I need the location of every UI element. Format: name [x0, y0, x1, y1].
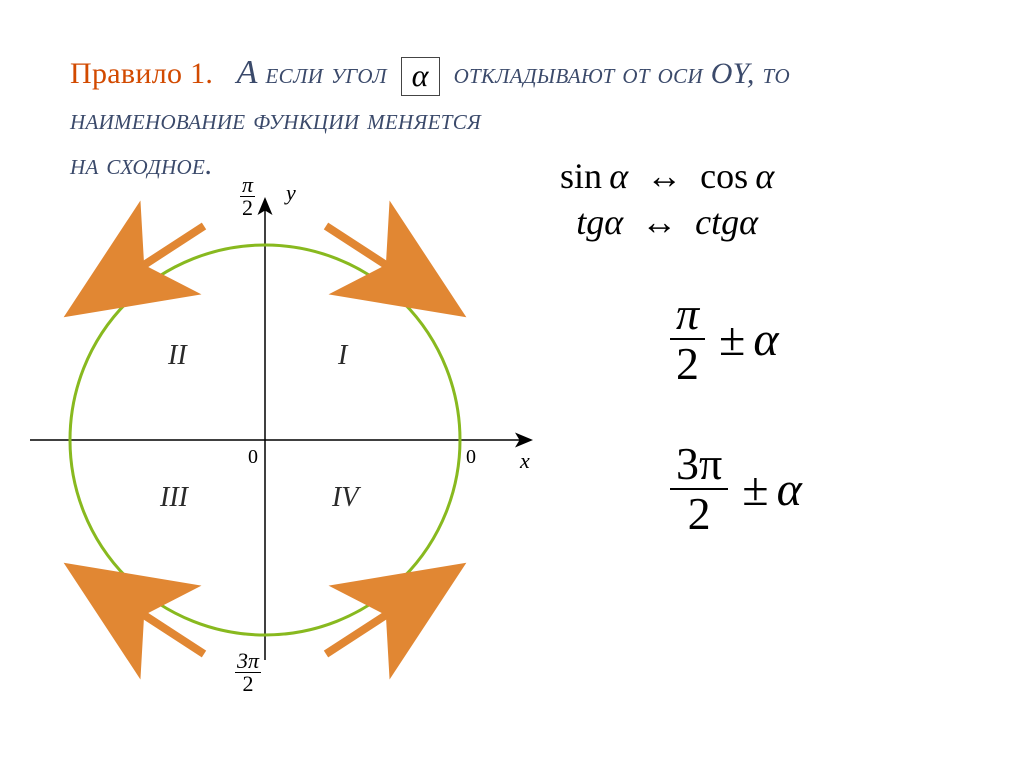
fraction-pi-half: π 2 — [670, 290, 705, 389]
pi-half-pm-alpha: π 2 ± α — [670, 290, 779, 389]
origin-zero: 0 — [248, 446, 258, 469]
quadrant-2: II — [168, 340, 187, 372]
x-intercept-zero: 0 — [466, 446, 476, 469]
letter-a: А — [237, 54, 258, 91]
y-axis-label: y — [286, 180, 296, 206]
three-pi-half-bottom: 3π2 — [235, 650, 261, 696]
rule-prefix: Правило 1. — [70, 57, 213, 90]
unit-circle-svg — [30, 170, 550, 710]
unit-circle-diagram: y x I II III IV 0 0 π2 3π2 — [30, 170, 550, 710]
three-pi-half-pm-alpha: 3π 2 ± α — [670, 440, 802, 539]
rule-title: Правило 1. А если угол α откладывают от … — [70, 48, 920, 187]
x-axis-label: x — [520, 448, 530, 474]
plus-minus: ± — [742, 462, 768, 517]
arrow-top-right — [326, 226, 406, 278]
alpha-boxed: α — [401, 57, 440, 96]
title-part2: откладывают от оси О — [454, 57, 733, 90]
alpha-symbol: α — [753, 312, 778, 367]
tg-ctg-row: tgα ↔ ctgα — [560, 201, 774, 243]
arrow-top-left — [124, 226, 204, 278]
quadrant-4: IV — [332, 482, 358, 514]
arrow-bottom-right — [326, 602, 406, 654]
sin-cos-row: sin α ↔ cos α — [560, 155, 774, 197]
alpha-symbol: α — [777, 462, 802, 517]
cofunction-formulas: sin α ↔ cos α tgα ↔ ctgα — [560, 155, 774, 243]
title-part1: если угол — [266, 57, 395, 90]
quadrant-3: III — [160, 482, 188, 514]
quadrant-1: I — [338, 340, 347, 372]
fraction-three-pi-half: 3π 2 — [670, 440, 728, 539]
arrow-bottom-left — [124, 602, 204, 654]
plus-minus: ± — [719, 312, 745, 367]
pi-half-top: π2 — [240, 174, 255, 220]
